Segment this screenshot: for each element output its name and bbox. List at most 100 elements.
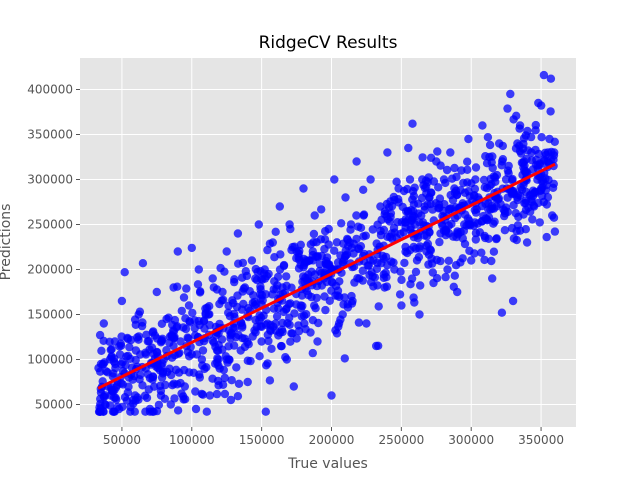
scatter-point [286,337,295,346]
scatter-point [150,382,159,391]
y-tick-label: 250000 [27,218,73,232]
scatter-point [205,302,214,311]
scatter-point [501,203,511,212]
scatter-point [275,202,284,211]
scatter-point [535,218,544,227]
scatter-point [223,358,232,367]
scatter-point [282,281,291,290]
scatter-point [511,144,521,153]
scatter-point [137,321,147,331]
scatter-point [422,189,431,198]
scatter-point [330,175,339,184]
scatter-point [118,402,127,412]
scatter-point [356,242,366,251]
scatter-point [412,256,422,265]
y-axis-label: Predictions [0,204,14,281]
scatter-point [197,389,206,399]
scatter-point [440,200,449,209]
scatter-point [383,148,392,157]
scatter-point [397,275,406,285]
scatter-point [500,226,510,235]
x-axis-label: True values [287,456,368,472]
scatter-point [115,350,125,359]
scatter-point [220,373,229,383]
scatter-point [411,244,420,253]
y-axis-ticks: 50000 100000 150000 200000 250000 300000 35000… [27,83,80,412]
scatter-point [487,180,496,189]
x-tick-label: 350000 [518,433,564,447]
scatter-point [379,270,388,279]
scatter-point [531,187,540,196]
scatter-point [511,209,520,218]
scatter-point [152,287,161,297]
scatter-point [546,74,556,83]
scatter-point [464,134,473,144]
scatter-point [281,353,290,362]
scatter-point [271,227,280,236]
scatter-point [277,342,286,351]
scatter-point [310,211,319,220]
scatter-point [372,239,381,248]
scatter-point [359,210,369,219]
scatter-point [290,309,299,318]
scatter-point [227,376,236,385]
scatter-point [274,304,283,313]
scatter-point [288,329,297,338]
scatter-point [426,153,436,162]
scatter-point [310,270,319,279]
scatter-point [265,239,275,248]
scatter-point [419,181,428,190]
scatter-point [420,205,429,215]
scatter-point [325,296,334,305]
scatter-point [135,375,144,384]
scatter-point [184,301,194,310]
scatter-point [332,238,342,247]
scatter-point [477,248,486,257]
scatter-point [463,157,472,166]
scatter-point [138,259,148,268]
scatter-point [308,348,317,358]
scatter-point [407,274,417,283]
scatter-point [481,152,490,161]
x-tick-label: 100000 [169,433,215,447]
scatter-point [270,253,279,262]
scatter-point [362,319,371,328]
y-tick-label: 100000 [27,353,73,367]
scatter-point [247,256,257,265]
scatter-point [374,302,383,311]
scatter-point [311,304,320,313]
scatter-point [480,255,489,265]
scatter-point [183,333,192,342]
y-tick-label: 150000 [27,308,73,322]
scatter-point [213,354,222,363]
scatter-point [543,193,553,202]
scatter-point [272,312,282,321]
scatter-point [125,343,134,352]
scatter-point [418,153,427,162]
scatter-point [471,163,481,172]
scatter-point [201,309,210,318]
x-tick-label: 200000 [309,433,355,447]
scatter-point [487,256,496,266]
scatter-point [271,326,280,335]
scatter-point [257,290,267,300]
scatter-point [108,407,118,416]
scatter-point [541,148,550,157]
scatter-point [446,190,455,200]
scatter-point [343,300,352,309]
scatter-point [181,324,191,334]
x-tick-label: 50000 [103,433,141,447]
scatter-point [267,344,276,353]
scatter-point [99,336,108,345]
scatter-point [134,332,143,341]
scatter-point [257,337,266,346]
scatter-point [263,245,272,255]
scatter-point [521,225,530,234]
scatter-point [286,224,295,234]
scatter-point [328,278,337,287]
scatter-point [434,183,443,192]
scatter-point [97,346,106,355]
scatter-point [537,101,546,110]
scatter-point [315,260,325,269]
scatter-point [265,376,275,385]
